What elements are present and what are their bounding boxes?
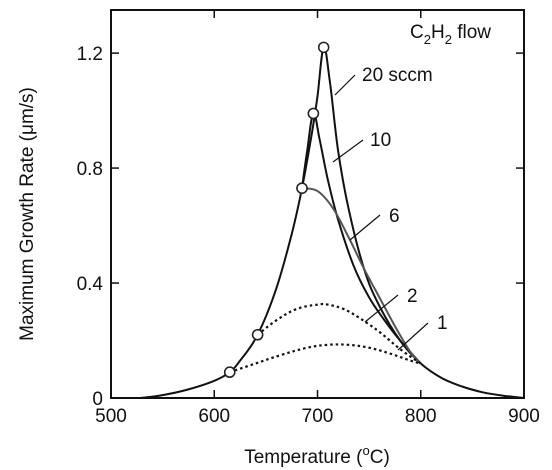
- x-axis-label-end: C): [370, 447, 390, 468]
- axis-tick-labels: 500 600 700 800 900 0 0.4 0.8 1.2: [77, 44, 540, 427]
- x-tick-label: 600: [198, 406, 230, 427]
- series-label: 10: [370, 130, 391, 151]
- data-point-marker: [296, 182, 308, 194]
- y-tick-label: 0.4: [77, 274, 104, 295]
- series-markers: [223, 41, 330, 378]
- axis-ticks: [110, 10, 525, 399]
- x-tick-label: 900: [508, 406, 540, 427]
- plot-area-border: [110, 9, 525, 399]
- x-axis-label-main: Temperature (: [244, 447, 363, 468]
- leader-line: [349, 214, 381, 241]
- legend-title-h: H: [431, 22, 445, 43]
- leader-line: [332, 139, 364, 163]
- data-point-marker: [223, 366, 236, 378]
- y-axis-label: Maximum Growth Rate (μm/s): [17, 87, 38, 341]
- series-line-3: [301, 187, 422, 365]
- data-point-marker: [251, 329, 264, 341]
- series-label: 6: [389, 206, 400, 227]
- legend-title-flow: flow: [452, 22, 491, 43]
- x-tick-label: 700: [302, 406, 334, 427]
- series-line-5: [229, 343, 422, 374]
- x-axis-label: Temperature (oC): [244, 443, 390, 468]
- legend-title-c: C: [410, 22, 424, 43]
- plot-frame: [110, 9, 525, 399]
- series-label: 20 sccm: [362, 65, 433, 86]
- legend-title: C2H2 flow: [410, 22, 491, 47]
- series-line-2: [301, 112, 422, 365]
- legend-title-sub2: 2: [445, 32, 452, 47]
- label-leader-lines: [332, 74, 429, 351]
- series-label: 1: [437, 313, 448, 334]
- data-point-marker: [307, 107, 320, 120]
- y-tick-label: 0: [92, 389, 103, 410]
- x-tick-label: 500: [95, 406, 127, 427]
- x-tick-label: 800: [405, 406, 437, 427]
- leader-line: [364, 294, 399, 323]
- y-tick-label: 1.2: [77, 44, 103, 65]
- series-curves: [139, 46, 525, 399]
- y-tick-label: 0.8: [77, 159, 103, 180]
- series-label: 2: [407, 286, 418, 307]
- x-axis-label-sup: o: [362, 443, 369, 458]
- leader-line: [397, 322, 429, 351]
- series-labels: 20 sccm 10 6 21: [362, 65, 448, 334]
- leader-line: [334, 74, 356, 96]
- data-point-marker: [317, 41, 330, 54]
- legend-title-sub1: 2: [424, 32, 431, 47]
